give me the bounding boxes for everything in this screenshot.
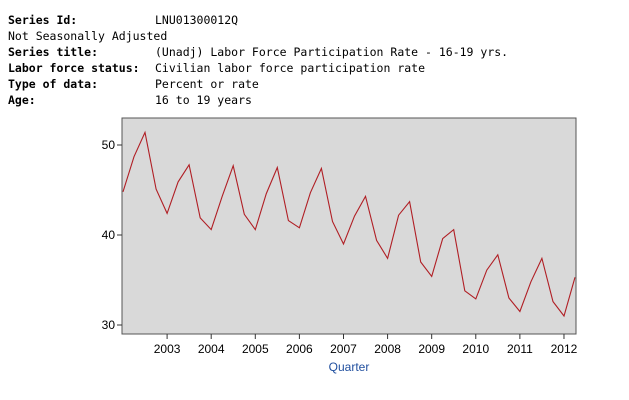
series-metadata: Series Id: LNU01300012Q Not Seasonally Adj… <box>8 12 508 108</box>
meta-key: Not Seasonally Adjusted <box>8 29 168 43</box>
series-line <box>122 130 576 318</box>
meta-value: (Unadj) Labor Force Participation Rate -… <box>155 45 509 59</box>
meta-value: Civilian labor force participation rate <box>155 61 426 75</box>
y-tick-label: 30 <box>102 318 116 332</box>
meta-key: Age: <box>8 93 36 107</box>
y-tick-label: 50 <box>102 138 116 152</box>
meta-value: 16 to 19 years <box>155 93 252 107</box>
meta-value: LNU01300012Q <box>155 13 239 27</box>
x-tick-label: 2004 <box>198 342 225 356</box>
meta-row: Series title: (Unadj) Labor Force Partici… <box>8 44 508 60</box>
y-axis: 30 40 50 <box>102 138 122 332</box>
meta-row: Labor force status: Civilian labor force … <box>8 60 508 76</box>
x-axis-label: Quarter <box>329 360 370 374</box>
x-tick-label: 2010 <box>462 342 489 356</box>
meta-row: Type of data: Percent or rate <box>8 76 508 92</box>
x-tick-label: 2003 <box>154 342 181 356</box>
meta-key: Series title: <box>8 45 99 59</box>
meta-value: Percent or rate <box>155 77 259 91</box>
meta-key: Series Id: <box>8 13 78 27</box>
meta-row: Age: 16 to 19 years <box>8 92 508 108</box>
meta-key: Type of data: <box>8 77 99 91</box>
x-tick-label: 2007 <box>330 342 357 356</box>
y-tick-label: 40 <box>102 228 116 242</box>
plot-area <box>121 117 577 335</box>
meta-key: Labor force status: <box>8 61 140 75</box>
x-tick-label: 2005 <box>242 342 269 356</box>
x-tick-label: 2008 <box>374 342 401 356</box>
meta-row: Series Id: LNU01300012Q <box>8 12 508 28</box>
x-axis: 2003 2004 2005 2006 2007 2008 2009 2010 2011 2012 <box>154 334 578 356</box>
x-tick-label: 2011 <box>507 342 533 356</box>
x-tick-label: 2009 <box>418 342 445 356</box>
x-tick-label: 2006 <box>286 342 313 356</box>
x-tick-label: 2012 <box>551 342 578 356</box>
meta-row: Not Seasonally Adjusted <box>8 28 508 44</box>
